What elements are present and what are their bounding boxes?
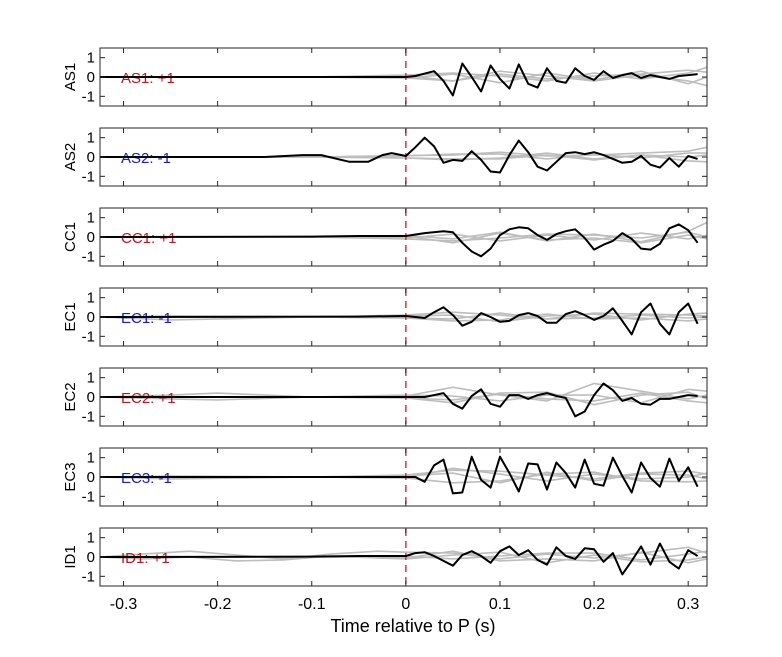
background-traces	[100, 467, 707, 484]
y-tick-label: 1	[87, 370, 95, 387]
y-tick-label: 1	[87, 290, 95, 307]
y-tick-label: 0	[87, 469, 95, 486]
background-traces	[100, 221, 707, 244]
x-axis-label: Time relative to P (s)	[330, 616, 495, 636]
background-traces	[100, 146, 707, 163]
x-axis: Time relative to P (s) -0.3 -0.2 -0.1 0 0.1 0…	[110, 596, 700, 636]
polarity-annotation: CC1: +1	[121, 230, 176, 247]
background-trace-line	[100, 311, 707, 321]
polarity-annotation: EC2: +1	[121, 390, 176, 407]
main-trace-line	[100, 455, 699, 495]
x-tick-label: 0.1	[489, 596, 511, 613]
y-tick-label: 1	[87, 210, 95, 227]
y-tick-label: 0	[87, 149, 95, 166]
polarity-annotation: AS2: -1	[121, 150, 171, 167]
y-axis-label: ID1	[62, 545, 79, 568]
y-axis-label: EC2	[62, 382, 79, 411]
main-trace-line	[100, 542, 699, 576]
y-tick-label: -1	[82, 88, 95, 105]
background-trace-line	[100, 382, 707, 402]
background-trace-line	[100, 154, 707, 161]
x-tick-label: 0.3	[677, 596, 699, 613]
y-axis-label: EC3	[62, 462, 79, 491]
polarity-annotation: EC1: -1	[121, 310, 172, 327]
y-tick-label: 1	[87, 50, 95, 67]
y-tick-label: 0	[87, 549, 95, 566]
polarity-annotation: EC3: -1	[121, 470, 172, 487]
y-tick-label: 0	[87, 69, 95, 86]
y-tick-label: 1	[87, 130, 95, 147]
main-trace-line	[100, 223, 699, 258]
main-trace-line	[100, 302, 699, 336]
y-tick-label: -1	[82, 248, 95, 265]
x-tick-label: 0	[401, 596, 410, 613]
y-axis-label: AS1	[62, 63, 79, 91]
y-axis-label: AS2	[62, 143, 79, 171]
main-trace-line	[100, 136, 698, 174]
y-tick-label: -1	[82, 408, 95, 425]
y-tick-label: 1	[87, 450, 95, 467]
y-tick-label: 0	[87, 389, 95, 406]
x-tick-label: 0.2	[583, 596, 605, 613]
x-tick-label: -0.1	[298, 596, 326, 613]
y-axis-label: EC1	[62, 302, 79, 331]
y-tick-label: 1	[87, 530, 95, 547]
x-tick-label: -0.2	[204, 596, 232, 613]
y-tick-label: 0	[87, 229, 95, 246]
polarity-annotation: ID1: +1	[121, 550, 170, 567]
polarity-annotation: AS1: +1	[121, 70, 175, 87]
y-tick-label: 0	[87, 309, 95, 326]
y-tick-label: -1	[82, 488, 95, 505]
y-axis-label: CC1	[62, 222, 79, 252]
y-tick-label: -1	[82, 168, 95, 185]
background-trace-line	[100, 70, 707, 87]
x-tick-label: -0.3	[110, 596, 138, 613]
main-trace-line	[100, 382, 698, 418]
main-trace-line	[100, 62, 698, 97]
y-tick-label: -1	[82, 328, 95, 345]
y-tick-label: -1	[82, 568, 95, 585]
